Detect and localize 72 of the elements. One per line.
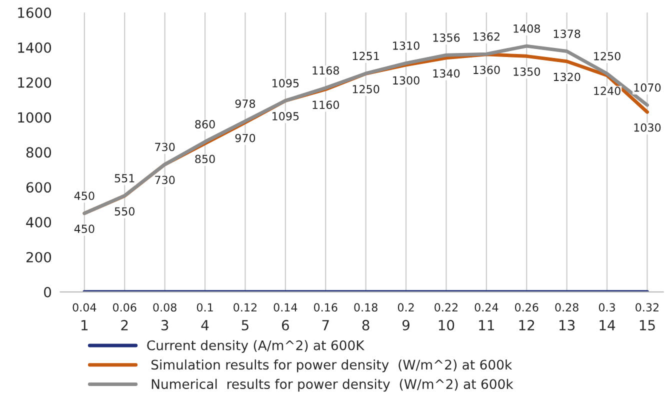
data-label: 0.04	[72, 303, 96, 312]
x-tick-label: 8	[362, 320, 370, 330]
x-tick-label: 15	[640, 320, 655, 330]
y-tick-label: 1400	[18, 42, 52, 53]
data-label: 0.06	[112, 303, 136, 312]
x-tick-label: 11	[479, 320, 494, 330]
legend-label: Numerical results for power density (W/m^2) at 600k	[152, 378, 514, 392]
data-label: 0.12	[234, 303, 256, 312]
y-tick-label: 800	[26, 147, 52, 158]
data-label: 1360	[474, 66, 500, 74]
data-label: 0.18	[354, 303, 378, 312]
data-label: 550	[114, 207, 134, 216]
data-label: 1030	[634, 123, 661, 132]
data-label: 1250	[352, 84, 380, 94]
data-label: 0.16	[314, 303, 338, 312]
x-tick-label: 13	[560, 320, 575, 330]
data-label: 551	[114, 174, 134, 182]
data-label: 0.26	[514, 303, 538, 312]
data-label: 1350	[514, 67, 540, 76]
data-label: 1356	[433, 33, 460, 42]
legend-label: Current density (A/m^2) at 600K	[147, 340, 365, 353]
x-tick-label: 7	[322, 320, 329, 330]
x-tick-label: 2	[121, 320, 128, 330]
data-label: 1320	[554, 72, 580, 82]
data-label: 730	[155, 142, 175, 152]
data-label: 1070	[634, 83, 661, 92]
data-label: 450	[74, 192, 94, 200]
x-tick-label: 5	[242, 320, 248, 330]
data-label: 450	[74, 224, 94, 234]
x-tick-label: 1	[82, 320, 88, 330]
x-tick-label: 12	[519, 320, 534, 330]
data-label: 970	[235, 134, 256, 142]
data-label: 0.32	[636, 303, 658, 312]
data-label: 730	[155, 176, 175, 184]
data-label: 1251	[352, 52, 379, 60]
data-label: 1160	[312, 100, 340, 110]
data-label: 1240	[594, 86, 620, 96]
y-tick-label: 400	[26, 217, 52, 228]
data-label: 1250	[594, 52, 620, 60]
data-label: 850	[195, 154, 215, 164]
data-label: 1362	[474, 32, 500, 41]
y-tick-label: 1000	[18, 112, 52, 123]
x-tick-label: 4	[201, 320, 209, 330]
data-label: 1408	[514, 24, 540, 33]
data-label: 0.1	[196, 303, 213, 312]
data-label: 0.3	[598, 303, 615, 312]
data-label: 1378	[554, 30, 580, 38]
x-tick-label: 10	[438, 320, 454, 330]
x-tick-label: 9	[402, 320, 410, 330]
data-label: 1340	[433, 69, 460, 78]
y-tick-label: 1600	[18, 7, 52, 18]
data-label: 0.08	[153, 303, 176, 312]
legend-label: Simulation results for power density (W/m^2) at 600k	[151, 359, 512, 372]
data-label: 860	[195, 120, 215, 128]
x-tick-label: 3	[161, 320, 168, 330]
data-label: 1300	[393, 76, 420, 85]
data-label: 0.22	[434, 303, 458, 312]
data-label: 0.28	[555, 303, 578, 312]
y-tick-label: 600	[26, 182, 52, 193]
data-label: 0.2	[398, 303, 414, 312]
data-label: 0.14	[274, 303, 298, 312]
data-label: 1095	[272, 112, 299, 120]
y-tick-label: 1200	[18, 77, 52, 88]
data-label: 1168	[312, 66, 339, 75]
data-label: 1095	[272, 79, 299, 88]
data-label: 1310	[393, 41, 420, 50]
x-tick-label: 14	[600, 320, 616, 330]
y-tick-label: 0	[44, 286, 52, 298]
data-label: 978	[235, 99, 256, 108]
x-tick-label: 6	[282, 320, 289, 330]
y-tick-label: 200	[26, 252, 52, 262]
data-label: 0.24	[474, 303, 498, 312]
